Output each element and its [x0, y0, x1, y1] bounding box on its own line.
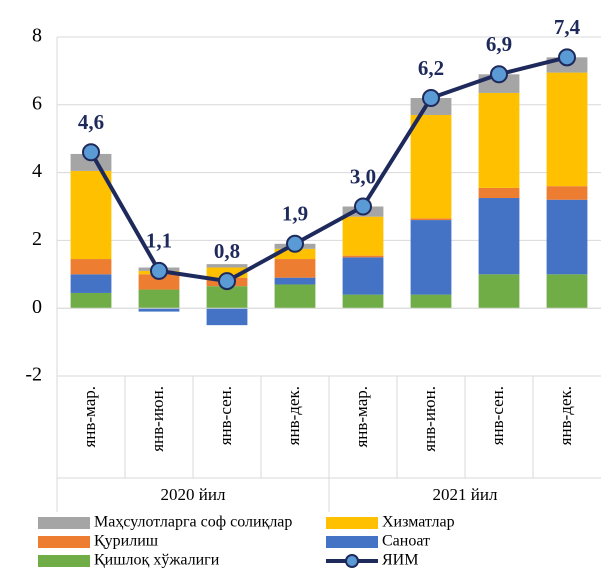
value-label: 1,1 [146, 229, 172, 253]
value-label: 6,2 [418, 56, 444, 80]
marker [150, 261, 168, 280]
legend-label: Маҳсулотларга соф солиқлар [94, 514, 292, 531]
x-tick-label: янв-дек. [556, 386, 575, 445]
marker [490, 65, 508, 84]
bar-segment [342, 294, 384, 309]
bar-segment [274, 277, 316, 285]
bar-segment [274, 259, 316, 278]
bar-segment [546, 186, 588, 200]
bar-segment [206, 308, 248, 326]
legend-label: ЯИМ [382, 552, 418, 569]
bar-segment [138, 289, 180, 309]
bar-segment [478, 92, 520, 188]
bar-segment [70, 274, 112, 293]
legend-swatch [38, 517, 90, 529]
legend-swatch [38, 536, 90, 548]
x-tick-label: янв-мар. [352, 386, 371, 448]
bar-segment [410, 114, 452, 219]
marker [82, 143, 100, 162]
y-tick-label: 8 [32, 25, 42, 47]
bar-segment [478, 187, 520, 199]
value-label: 4,6 [78, 110, 104, 134]
bar-segment [206, 286, 248, 309]
x-tick-label: янв-мар. [80, 386, 99, 448]
y-tick-label: 4 [32, 160, 42, 182]
bar-segment [274, 284, 316, 309]
bar-segment [478, 274, 520, 309]
value-label: 1,9 [282, 202, 308, 226]
marker [218, 272, 236, 291]
group-label: 2020 йил [161, 485, 226, 504]
bar-segment [206, 264, 248, 268]
line [89, 55, 568, 284]
x-tick-label: янв-сен. [488, 386, 507, 445]
x-tick-label: янв-июн. [420, 386, 439, 452]
value-label: 0,8 [214, 239, 240, 263]
legend-swatch [38, 555, 90, 567]
bar-segment [342, 216, 384, 256]
group-label: 2021 йил [433, 485, 498, 504]
bar-segment [342, 255, 384, 258]
y-tick-label: 0 [32, 296, 42, 318]
bar-segment [70, 170, 112, 260]
y-tick-label: 6 [32, 92, 42, 114]
legend-label: Саноат [382, 533, 430, 550]
bar-segment [138, 274, 180, 290]
marker [286, 234, 304, 253]
legend-label: Қишлоқ хўжалиги [94, 552, 220, 569]
y-tick-label: -2 [25, 364, 42, 386]
value-label: 6,9 [486, 32, 512, 56]
bar-segment [342, 257, 384, 295]
legend-swatch [326, 517, 378, 529]
x-tick-label: янв-сен. [216, 386, 235, 445]
marker [422, 89, 440, 108]
bar-segment [546, 72, 588, 187]
bar-segment [410, 294, 452, 309]
y-tick-label: 2 [32, 228, 42, 250]
bar-segment [478, 198, 520, 275]
value-label: 7,4 [554, 15, 581, 39]
x-tick-label: янв-дек. [284, 386, 303, 445]
bar-segment [546, 199, 588, 275]
bar-segment [274, 248, 316, 260]
bar-segment [70, 292, 112, 309]
bar-segment [138, 308, 180, 312]
marker [354, 197, 372, 216]
bar-segment [410, 218, 452, 221]
legend-label: Хизматлар [382, 514, 455, 531]
legend-label: Қурилиш [94, 533, 159, 550]
legend-swatch [326, 536, 378, 548]
marker [558, 48, 576, 67]
x-tick-label: янв-июн. [148, 386, 167, 452]
bar-segment [546, 274, 588, 309]
bar-segment [70, 259, 112, 275]
legend-marker [345, 554, 359, 568]
bar-segment [410, 220, 452, 295]
value-label: 3,0 [350, 164, 376, 188]
